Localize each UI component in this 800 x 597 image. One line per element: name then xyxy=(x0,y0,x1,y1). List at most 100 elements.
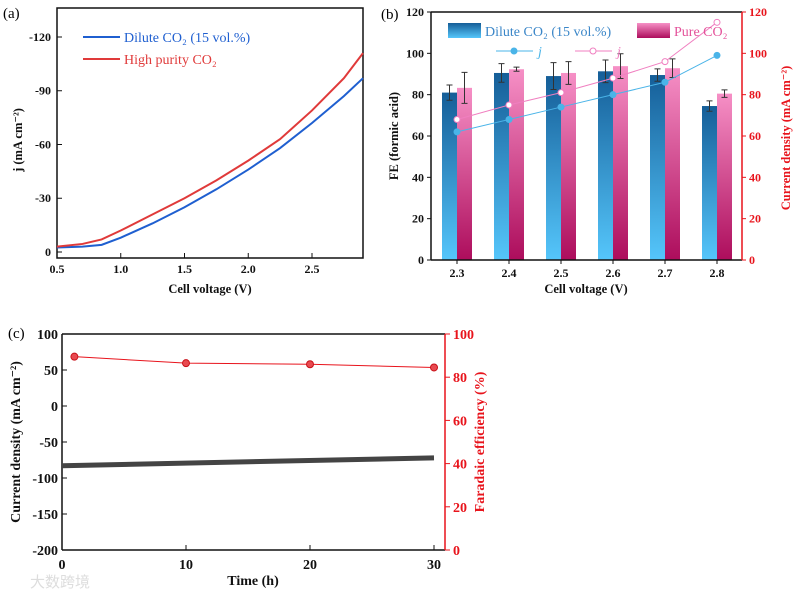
y-right-tick-label: 20 xyxy=(749,212,761,226)
legend-label: High purity CO₂ xyxy=(124,53,217,68)
j-line xyxy=(456,21,718,120)
error-bar xyxy=(446,84,453,101)
legend-label: Pure CO₂ xyxy=(674,25,728,40)
y-tick-label: -120 xyxy=(29,30,51,44)
plot-frame xyxy=(56,7,364,259)
x-axis-label: Cell voltage (V) xyxy=(168,282,251,296)
y-tick-label: 0 xyxy=(418,253,424,267)
y-right-tick-label: 0 xyxy=(453,544,460,559)
y-right-tick-label: 80 xyxy=(749,88,761,102)
y-right-tick-label: 120 xyxy=(749,5,767,19)
y-tick-label: 60 xyxy=(412,129,424,143)
y-tick-label: 20 xyxy=(412,212,424,226)
bar xyxy=(665,68,680,261)
error-bar xyxy=(602,59,609,84)
error-bar xyxy=(513,66,520,72)
x-tick-label: 2.5 xyxy=(554,266,569,280)
series-line xyxy=(56,77,364,249)
y-tick-label: -200 xyxy=(32,544,58,559)
x-tick-label: 1.0 xyxy=(113,262,128,276)
panel-label: (b) xyxy=(381,7,399,23)
x-tick-label: 2.8 xyxy=(710,266,725,280)
y-tick-label: 40 xyxy=(412,170,424,184)
y-axis-label: j (mA cm⁻²) xyxy=(11,108,25,173)
y-tick-label: 120 xyxy=(406,5,424,19)
x-axis-label: Cell voltage (V) xyxy=(544,282,627,296)
y-axis-label: FE (formic acid) xyxy=(387,92,401,180)
x-tick-label: 30 xyxy=(427,558,441,573)
x-tick-label: 1.5 xyxy=(177,262,192,276)
fe-line xyxy=(74,356,435,368)
y-right-tick-label: 40 xyxy=(749,170,761,184)
error-bar xyxy=(498,63,505,83)
j-marker xyxy=(557,89,565,97)
fe-marker xyxy=(182,359,190,368)
y-right-tick-label: 60 xyxy=(453,414,467,429)
y-right-tick-label: 80 xyxy=(453,371,467,386)
error-bar xyxy=(565,61,572,85)
error-bar xyxy=(617,53,624,80)
legend-swatch xyxy=(448,23,481,38)
error-bar xyxy=(654,68,661,82)
j-marker xyxy=(609,91,617,99)
watermark: 大数跨境 xyxy=(30,573,90,591)
error-bar xyxy=(550,62,557,90)
y-axis-label: Current density (mA cm⁻²) xyxy=(9,361,24,523)
y-tick-label: -150 xyxy=(32,508,58,523)
y-right-axis-label: Current density (mA cm⁻²) xyxy=(779,66,793,210)
panel-label: (a) xyxy=(3,6,20,22)
legend-label: Dilute CO₂ (15 vol.%) xyxy=(124,31,251,46)
j-marker xyxy=(453,128,461,136)
y-tick-label: 0 xyxy=(51,400,58,415)
x-tick-label: 2.0 xyxy=(241,262,256,276)
x-tick-label: 20 xyxy=(303,558,317,573)
error-bar xyxy=(706,100,713,112)
y-tick-label: 0 xyxy=(45,245,51,259)
bar xyxy=(613,66,628,260)
bar xyxy=(509,69,524,260)
panel-c: (c) 0 10 20 30 100 50 0 -50 -100 -150 -200 100 80 60 40… xyxy=(8,326,488,589)
j-marker xyxy=(713,18,721,26)
error-bar xyxy=(721,89,728,98)
y-right-tick-label: 40 xyxy=(453,458,467,473)
x-tick-label: 0.5 xyxy=(50,262,65,276)
y-tick-label: -30 xyxy=(35,191,51,205)
y-right-tick-label: 20 xyxy=(453,501,467,516)
j-marker xyxy=(505,101,513,109)
y-right-tick-label: 0 xyxy=(749,253,755,267)
x-tick-label: 10 xyxy=(179,558,193,573)
j-marker xyxy=(609,74,617,82)
error-bar xyxy=(461,71,468,104)
y-tick-label: -90 xyxy=(35,84,51,98)
j-marker xyxy=(505,115,513,123)
j-marker xyxy=(557,103,565,111)
j-marker xyxy=(661,78,669,86)
x-tick-label: 0 xyxy=(59,558,66,573)
legend-label: j xyxy=(536,45,542,60)
panel-a: (a) 0.5 1.0 1.5 2.0 2.5 0 -30 -60 -90 -120 Cell vol… xyxy=(3,6,364,296)
bar xyxy=(546,76,561,261)
legend-label: Dilute CO₂ (15 vol.%) xyxy=(485,25,612,40)
fe-marker xyxy=(306,360,314,369)
y-tick-label: -50 xyxy=(39,436,58,451)
series-line xyxy=(56,52,364,248)
x-tick-label: 2.5 xyxy=(305,262,320,276)
x-tick-label: 2.7 xyxy=(658,266,673,280)
y-tick-label: 100 xyxy=(406,46,424,60)
x-axis-label: Time (h) xyxy=(227,574,279,589)
fe-marker xyxy=(70,352,79,361)
x-tick-label: 2.4 xyxy=(502,266,517,280)
y-tick-label: 100 xyxy=(37,328,58,343)
x-tick-label: 2.3 xyxy=(450,266,465,280)
y-right-tick-label: 100 xyxy=(749,46,767,60)
current-density-line xyxy=(61,455,435,469)
x-tick-label: 2.6 xyxy=(606,266,621,280)
y-right-axis-label: Faradaic efficiency (%) xyxy=(473,371,488,512)
bar xyxy=(494,72,509,260)
legend-swatch xyxy=(637,23,670,38)
legend-label: j xyxy=(615,45,621,60)
y-right-tick-label: 60 xyxy=(749,129,761,143)
j-marker xyxy=(661,58,669,66)
bar xyxy=(717,93,732,261)
